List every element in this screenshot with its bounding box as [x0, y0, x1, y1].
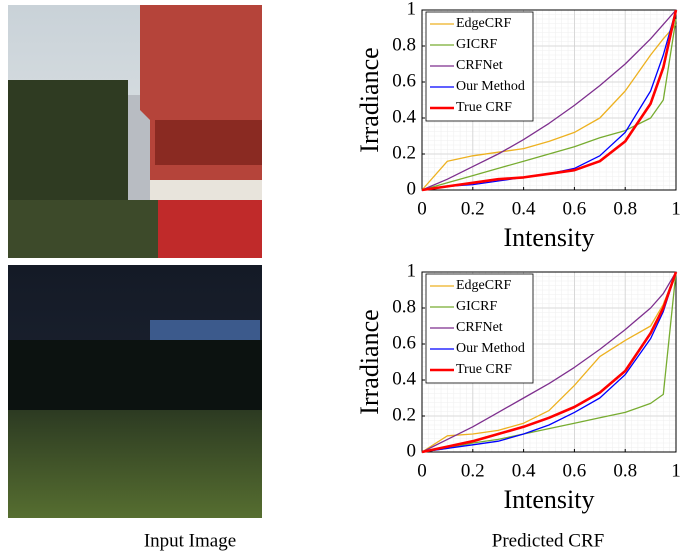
x-tick-label: 0.2 — [461, 198, 485, 219]
x-tick-label: 1 — [671, 460, 681, 481]
legend-label: EdgeCRF — [456, 278, 511, 293]
y-tick-label: 0.4 — [392, 106, 416, 127]
y-tick-label: 0.6 — [392, 332, 416, 353]
x-tick-label: 0.6 — [563, 198, 587, 219]
y-tick-label: 0 — [407, 178, 417, 199]
x-tick-label: 0 — [417, 198, 427, 219]
y-tick-label: 1 — [407, 0, 417, 19]
y-tick-label: 0.2 — [392, 142, 416, 163]
y-tick-label: 0.2 — [392, 404, 416, 425]
y-tick-label: 0 — [407, 440, 417, 461]
y-axis-label: Irradiance — [355, 47, 384, 152]
x-axis-label: Intensity — [504, 485, 595, 514]
y-tick-label: 0.6 — [392, 70, 416, 91]
x-tick-label: 0.4 — [512, 198, 536, 219]
legend-label: EdgeCRF — [456, 16, 511, 31]
y-tick-label: 0.8 — [392, 296, 416, 317]
x-tick-label: 0 — [417, 460, 427, 481]
x-tick-label: 1 — [671, 198, 681, 219]
legend-label: True CRF — [456, 362, 512, 377]
legend-label: Our Method — [456, 341, 525, 356]
y-axis-label: Irradiance — [355, 309, 384, 414]
x-tick-label: 0.8 — [613, 198, 637, 219]
legend-label: True CRF — [456, 100, 512, 115]
y-tick-label: 0.4 — [392, 368, 416, 389]
legend-label: CRFNet — [456, 58, 503, 73]
caption: Input Image — [144, 530, 236, 551]
x-tick-label: 0.4 — [512, 460, 536, 481]
caption: Predicted CRF — [492, 530, 604, 551]
x-tick-label: 0.8 — [613, 460, 637, 481]
legend-label: CRFNet — [456, 320, 503, 335]
y-tick-label: 0.8 — [392, 34, 416, 55]
x-tick-label: 0.2 — [461, 460, 485, 481]
x-tick-label: 0.6 — [563, 460, 587, 481]
x-axis-label: Intensity — [504, 223, 595, 252]
input-image-bottom — [8, 265, 262, 518]
figure: Input Image Predicted CRF 0 0.2 0.4 0.6 0.8 1… — [0, 0, 699, 554]
legend-label: GICRF — [456, 37, 497, 52]
input-image-top — [8, 5, 262, 258]
legend-label: GICRF — [456, 299, 497, 314]
legend-label: Our Method — [456, 79, 525, 94]
y-tick-label: 1 — [407, 260, 417, 281]
